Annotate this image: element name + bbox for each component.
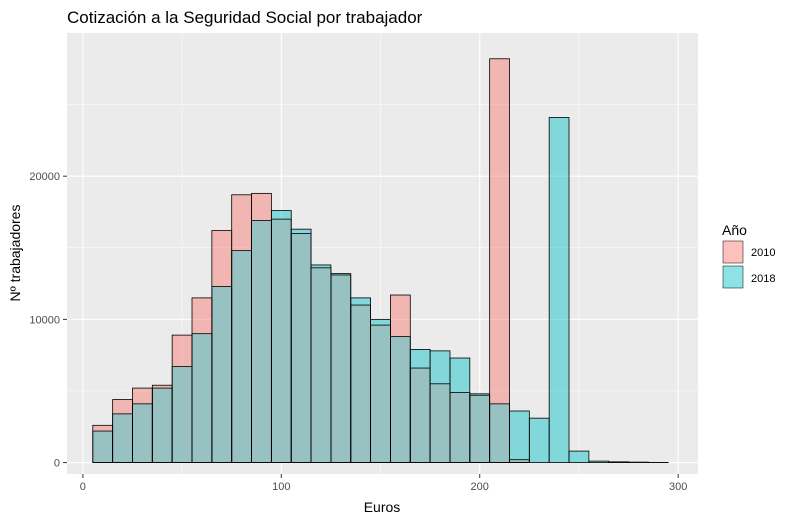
bar-2018 (449, 358, 470, 393)
bar-2010 (132, 388, 153, 404)
minor-gridlines (67, 33, 698, 474)
bar-2010 (152, 385, 173, 389)
bar-2010 (231, 194, 252, 251)
bar-overlap (370, 325, 391, 463)
bar-2010 (112, 399, 133, 414)
bar-2018 (430, 350, 450, 384)
bar-overlap (430, 383, 450, 463)
bar-2010 (390, 295, 411, 337)
bar-overlap (271, 219, 292, 463)
bars-group (92, 58, 669, 463)
bar-overlap (291, 233, 312, 463)
bar-2018 (549, 117, 570, 463)
bar-overlap (251, 220, 272, 463)
x-tick-label: 0 (80, 481, 86, 493)
bar-overlap (311, 267, 331, 463)
bar-outline-2018 (608, 461, 629, 463)
x-tick-label: 200 (471, 481, 489, 493)
bar-overlap (469, 395, 490, 463)
bar-overlap (132, 403, 153, 463)
bar-2018 (469, 393, 490, 396)
bar-2018 (370, 319, 391, 326)
legend-key-2010 (722, 240, 744, 264)
bar-2018 (588, 461, 609, 463)
legend-key-2018 (722, 265, 744, 289)
bar-2010 (251, 193, 272, 221)
y-tick-label: 10000 (29, 314, 60, 326)
bar-overlap (410, 368, 431, 463)
bar-2018 (410, 349, 431, 369)
bar-2018 (350, 297, 371, 306)
x-tick-label: 300 (669, 481, 687, 493)
bar-overlap (231, 250, 252, 463)
y-tick-label: 0 (54, 458, 60, 470)
legend-title: Año (722, 222, 747, 238)
x-tick-label: 100 (272, 481, 290, 493)
y-tick-label: 20000 (29, 171, 60, 183)
bar-2010 (489, 58, 510, 404)
bar-overlap (152, 388, 173, 463)
x-axis-title: Euros (364, 499, 401, 515)
bar-2010 (192, 297, 212, 334)
bar-2018 (509, 411, 530, 460)
bar-2018 (529, 418, 550, 463)
bar-overlap (112, 413, 133, 463)
bar-2010 (211, 230, 232, 287)
legend-label-2018: 2018 (751, 273, 775, 285)
bar-2010 (92, 425, 113, 432)
axes-group: 0 100 200 300 0 10000 20000 (29, 171, 687, 493)
legend-label-2010: 2010 (751, 247, 775, 259)
bar-overlap (330, 274, 351, 463)
bar-overlap (192, 333, 212, 463)
bar-outline-2018 (548, 117, 570, 463)
bar-overlap (509, 459, 530, 463)
bar-2018 (311, 264, 331, 268)
bar-overlap (172, 366, 193, 463)
legend: Año 2010 2018 (722, 222, 775, 289)
overlap-group (92, 219, 530, 463)
bar-overlap (449, 392, 470, 463)
bar-2018 (330, 273, 351, 275)
bar-overlap (489, 403, 510, 463)
bar-outline-2018 (568, 450, 590, 463)
y-axis-title: Nº trabajadores (7, 205, 23, 302)
bar-overlap (350, 305, 371, 463)
bar-outlines-group (92, 58, 669, 463)
bar-2018 (271, 210, 292, 220)
bar-2010 (172, 335, 193, 367)
bar-2018 (569, 451, 589, 463)
bar-overlap (211, 286, 232, 463)
chart-title: Cotización a la Seguridad Social por tra… (67, 8, 423, 27)
bar-overlap (92, 431, 113, 463)
bar-overlap (390, 336, 411, 463)
bar-2018 (291, 229, 312, 234)
